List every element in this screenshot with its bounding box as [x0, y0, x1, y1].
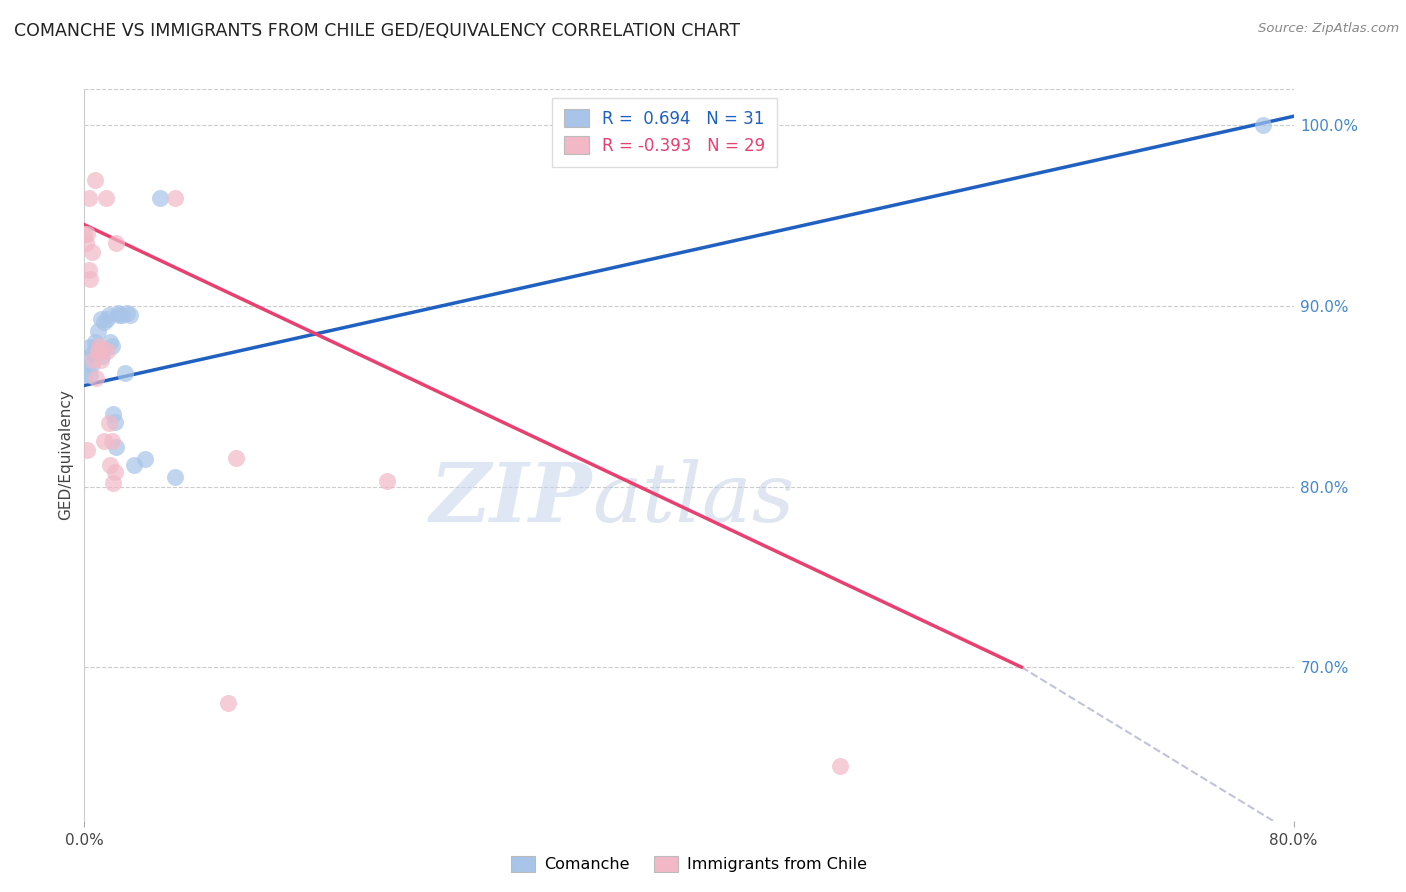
Point [97, 308, 120, 322]
Point [90, 311, 112, 326]
Point [86, 371, 108, 385]
Point [118, 308, 141, 322]
Legend: Comanche, Immigrants from Chile: Comanche, Immigrants from Chile [505, 849, 873, 879]
Point [111, 308, 134, 322]
Point [98, 458, 121, 472]
Point [79, 368, 101, 382]
Point [94, 190, 117, 204]
Point [76, 443, 98, 458]
Point [104, 415, 127, 429]
Point [97, 417, 120, 431]
Point [75, 235, 97, 250]
Point [134, 452, 156, 467]
Point [77, 341, 100, 355]
Point [114, 366, 136, 380]
Point [165, 190, 187, 204]
Point [101, 407, 124, 421]
Point [93, 315, 115, 329]
Point [77, 190, 100, 204]
Point [79, 272, 101, 286]
Text: ZIP: ZIP [430, 458, 592, 539]
Point [122, 458, 145, 472]
Point [76, 227, 98, 241]
Point [225, 450, 247, 465]
Y-axis label: GED/Equivalency: GED/Equivalency [58, 390, 73, 520]
Point [91, 343, 114, 357]
Point [217, 696, 239, 710]
Point [1253, 118, 1275, 132]
Point [107, 306, 129, 320]
Point [84, 172, 107, 186]
Point [100, 339, 122, 353]
Text: COMANCHE VS IMMIGRANTS FROM CHILE GED/EQUIVALENCY CORRELATION CHART: COMANCHE VS IMMIGRANTS FROM CHILE GED/EQ… [14, 22, 740, 40]
Point [105, 235, 128, 250]
Text: atlas: atlas [592, 458, 794, 539]
Point [165, 470, 187, 484]
Point [82, 346, 104, 360]
Point [98, 334, 121, 349]
Point [80, 357, 103, 371]
Point [149, 190, 172, 204]
Point [104, 465, 127, 479]
Point [87, 324, 110, 338]
Point [73, 227, 96, 241]
Point [86, 341, 108, 355]
Point [82, 353, 104, 368]
Point [96, 344, 118, 359]
Point [105, 440, 128, 454]
Point [100, 434, 122, 449]
Point [101, 475, 124, 490]
Point [375, 474, 398, 488]
Point [91, 350, 114, 364]
Point [108, 308, 131, 322]
Point [84, 334, 107, 349]
Point [73, 368, 96, 382]
Point [87, 344, 110, 359]
Point [89, 344, 111, 359]
Point [115, 306, 138, 320]
Point [76, 351, 98, 366]
Point [77, 262, 100, 277]
Point [96, 311, 118, 326]
Point [830, 759, 852, 773]
Point [89, 339, 111, 353]
Point [93, 434, 115, 449]
Point [90, 353, 112, 368]
Point [80, 244, 103, 259]
Text: Source: ZipAtlas.com: Source: ZipAtlas.com [1258, 22, 1399, 36]
